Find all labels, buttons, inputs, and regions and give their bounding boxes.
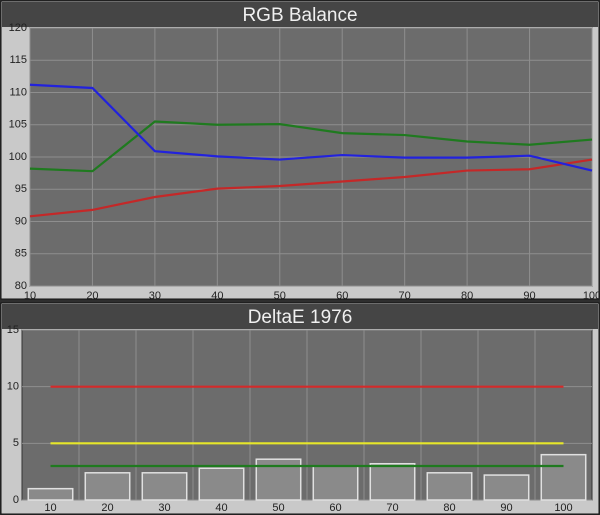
x-tick-label: 80 [461, 290, 473, 302]
y-tick-label: 80 [15, 280, 27, 292]
bar [426, 472, 473, 501]
y-tick-label: 10 [7, 381, 19, 393]
y-tick-label: 120 [9, 22, 27, 34]
x-tick-label: 40 [215, 502, 227, 514]
y-tick-label: 15 [7, 324, 19, 336]
bar [312, 465, 359, 501]
y-tick-label: 0 [13, 494, 19, 506]
x-tick-label: 20 [86, 290, 98, 302]
title-bar [2, 304, 598, 329]
x-tick-label: 50 [274, 290, 286, 302]
x-tick-label: 20 [101, 502, 113, 514]
bar [84, 472, 131, 501]
y-tick-label: 95 [15, 183, 27, 195]
y-tick-label: 5 [13, 437, 19, 449]
x-tick-label: 90 [500, 502, 512, 514]
y-tick-label: 85 [15, 248, 27, 260]
x-tick-label: 80 [443, 502, 455, 514]
y-tick-label: 110 [9, 86, 27, 98]
x-tick-label: 90 [523, 290, 535, 302]
x-tick-label: 100 [583, 290, 600, 302]
bar [198, 467, 245, 501]
bar [369, 462, 416, 501]
bar [540, 453, 587, 501]
bar [27, 487, 74, 501]
x-tick-label: 10 [24, 290, 36, 302]
x-tick-label: 30 [158, 502, 170, 514]
x-tick-label: 70 [386, 502, 398, 514]
series-line [29, 83, 593, 172]
title-bar [2, 2, 598, 27]
x-tick-label: 10 [44, 502, 56, 514]
y-tick-label: 100 [9, 151, 27, 163]
chart-title: DeltaE 1976 [248, 307, 353, 328]
x-tick-label: 50 [272, 502, 284, 514]
x-tick-label: 60 [329, 502, 341, 514]
bar [483, 474, 530, 501]
series-line [29, 120, 593, 173]
x-tick-label: 60 [336, 290, 348, 302]
bar [141, 472, 188, 501]
chart-title: RGB Balance [242, 5, 357, 26]
y-tick-label: 115 [9, 54, 27, 66]
series-line [29, 158, 593, 218]
x-tick-label: 100 [554, 502, 572, 514]
y-tick-label: 105 [9, 119, 27, 131]
x-tick-label: 30 [149, 290, 161, 302]
x-tick-label: 70 [399, 290, 411, 302]
y-tick-label: 90 [15, 215, 27, 227]
x-tick-label: 40 [211, 290, 223, 302]
